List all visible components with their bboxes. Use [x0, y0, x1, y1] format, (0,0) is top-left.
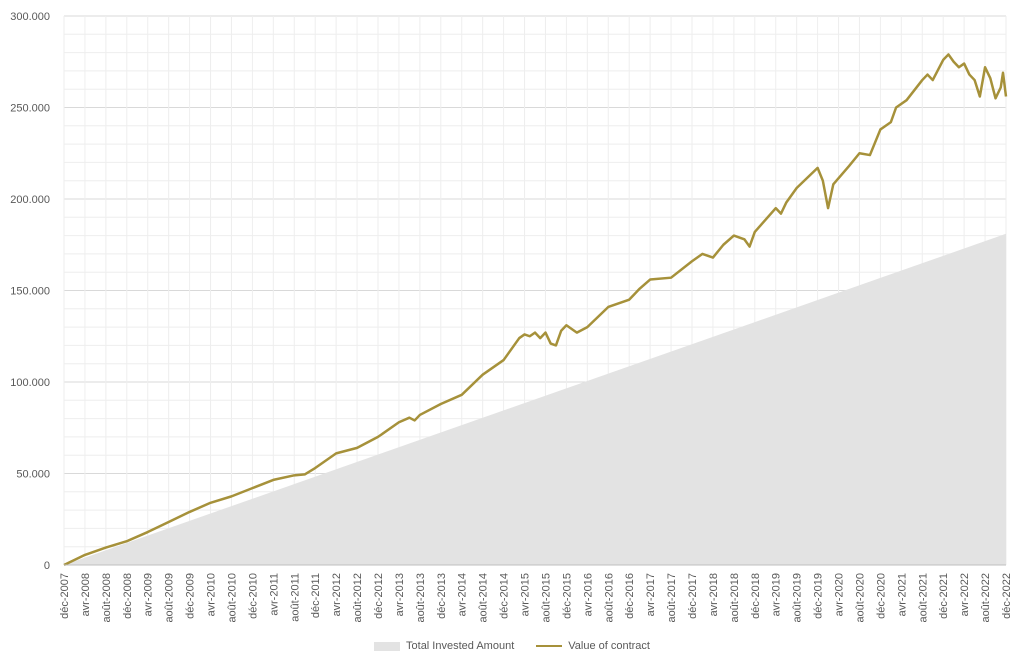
x-tick-label: août-2022 [980, 573, 992, 623]
legend-swatch-line [536, 645, 563, 647]
x-tick-label: août-2008 [101, 573, 113, 623]
x-tick-label: avr-2008 [80, 573, 92, 616]
x-tick-label: déc-2007 [59, 573, 71, 619]
x-tick-label: avr-2010 [206, 573, 218, 616]
x-tick-label: avr-2020 [834, 573, 846, 616]
x-tick-label: août-2015 [540, 573, 552, 623]
y-tick-label: 50.000 [16, 469, 50, 481]
x-tick-label: avr-2018 [708, 573, 720, 616]
x-tick-label: août-2011 [289, 573, 301, 622]
x-tick-label: avr-2013 [394, 573, 406, 616]
x-tick-label: avr-2019 [771, 573, 783, 616]
x-tick-label: août-2012 [352, 573, 364, 623]
x-tick-label: août-2014 [478, 573, 490, 623]
x-tick-label: août-2018 [729, 573, 741, 623]
x-tick-label: déc-2014 [499, 573, 511, 619]
x-tick-label: août-2021 [917, 573, 929, 623]
x-tick-label: avr-2009 [143, 573, 155, 616]
y-tick-label: 100.000 [10, 377, 50, 389]
series-line-value-of-contract [63, 53, 1008, 567]
x-tick-label: déc-2010 [247, 573, 259, 619]
x-tick-label: août-2013 [415, 573, 427, 623]
legend-item-total-invested: Total Invested Amount [374, 640, 514, 652]
y-tick-label: 0 [44, 560, 50, 572]
x-tick-label: avr-2015 [520, 573, 532, 616]
x-tick-label: déc-2013 [436, 573, 448, 619]
y-tick-label: 200.000 [10, 194, 50, 206]
legend-label-value-of-contract: Value of contract [568, 640, 650, 652]
x-tick-label: déc-2021 [938, 573, 950, 619]
legend-label-total-invested: Total Invested Amount [406, 640, 515, 652]
x-tick-label: avr-2022 [959, 573, 971, 616]
x-tick-label: avr-2017 [645, 573, 657, 616]
x-tick-label: avr-2014 [457, 573, 469, 616]
x-tick-label: déc-2012 [373, 573, 385, 619]
chart-svg: 0 50.000 100.000 150.000 200.000 250.000 300.0… [10, 11, 1013, 623]
legend-item-value-of-contract: Value of contract [536, 640, 650, 652]
x-tick-label: août-2019 [792, 573, 804, 623]
x-tick-label: août-2020 [854, 573, 866, 623]
x-tick-label: déc-2022 [1001, 573, 1013, 619]
x-tick-label: déc-2011 [310, 573, 322, 618]
x-tick-label: août-2017 [666, 573, 678, 623]
x-tick-label: déc-2018 [750, 573, 762, 619]
legend: Total Invested Amount Value of contract [0, 640, 1024, 652]
x-tick-label: déc-2015 [561, 573, 573, 619]
y-tick-label: 300.000 [10, 11, 50, 23]
x-tick-label: déc-2009 [185, 573, 197, 619]
x-tick-label: avr-2021 [896, 573, 908, 616]
x-tick-label: déc-2019 [813, 573, 825, 619]
x-tick-label: août-2010 [226, 573, 238, 623]
x-tick-label: août-2009 [164, 573, 176, 623]
y-tick-label: 250.000 [10, 103, 50, 115]
series-area-total-invested [64, 233, 1006, 565]
x-tick-label: avr-2012 [331, 573, 343, 616]
x-tick-label: déc-2016 [624, 573, 636, 619]
x-tick-label: déc-2017 [687, 573, 699, 619]
x-tick-label: déc-2008 [122, 573, 134, 619]
x-tick-label: avr-2016 [582, 573, 594, 616]
legend-swatch-area [374, 641, 401, 651]
y-tick-label: 150.000 [10, 286, 50, 298]
x-tick-label: avr-2011 [268, 573, 280, 616]
x-tick-label: déc-2020 [875, 573, 887, 619]
x-tick-label: août-2016 [603, 573, 615, 623]
